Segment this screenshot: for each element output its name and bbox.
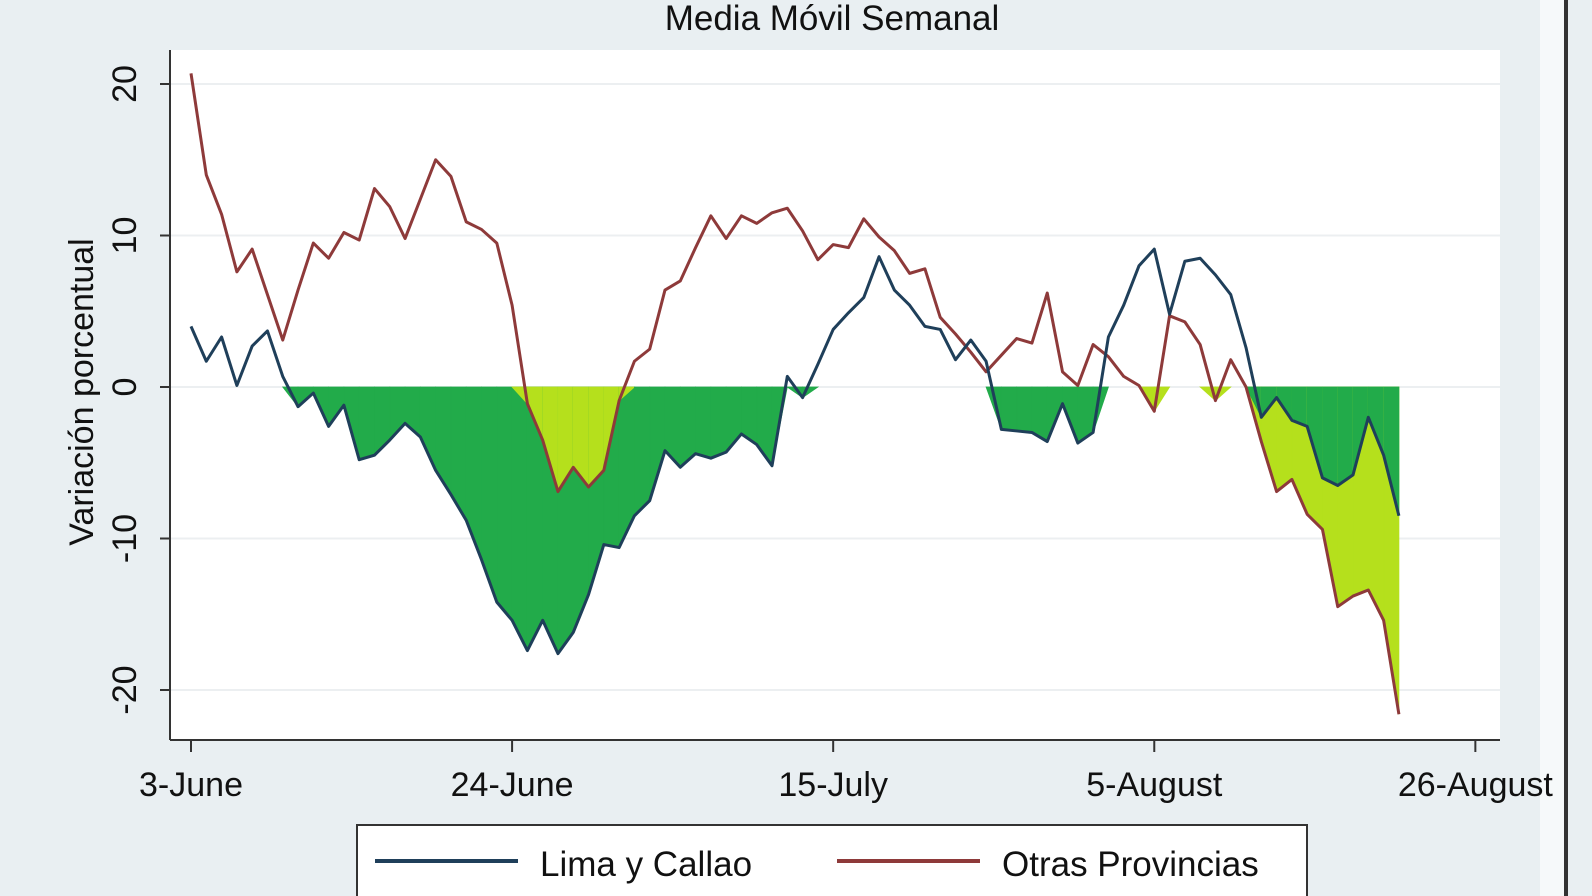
fill-lima-segment <box>358 386 375 461</box>
y-tick-label: 20 <box>106 65 144 103</box>
x-ticks: 3-June 24-June 15-July 5-August 26-August <box>139 740 1553 804</box>
fill-lima-segment <box>1016 386 1033 433</box>
x-tick-label: 15-July <box>778 766 888 804</box>
x-tick-label: 3-June <box>139 766 243 804</box>
right-edge-line <box>1564 0 1568 896</box>
fill-lima-segment <box>1322 386 1339 487</box>
legend: Lima y Callao Otras Provincias <box>356 824 1308 896</box>
fill-lima-segment <box>511 386 528 651</box>
fill-lima-segment <box>1337 386 1354 487</box>
x-tick-label: 26-August <box>1398 766 1554 804</box>
negative-fill-areas <box>281 386 1400 715</box>
fill-lima-segment <box>634 386 651 517</box>
series-line-otras-provincias <box>189 73 1401 715</box>
chart-title: Media Móvil Semanal <box>665 0 1000 38</box>
y-axis-label: Variación porcentual <box>63 238 101 545</box>
y-tick-label: -10 <box>106 514 144 563</box>
x-tick-label: 5-August <box>1086 766 1223 804</box>
x-tick-label: 24-June <box>451 766 574 804</box>
fill-lima-segment <box>695 386 712 459</box>
y-tick-label: 0 <box>106 378 144 397</box>
fill-lima-segment <box>710 386 727 459</box>
fill-lima-segment <box>1000 386 1018 432</box>
y-tick-label: 10 <box>106 217 144 255</box>
legend-label-lima: Lima y Callao <box>540 845 752 884</box>
series-line-lima-y-callao <box>189 247 1401 656</box>
y-ticks: -20 -10 0 10 20 <box>106 65 170 715</box>
fill-lima-segment <box>496 386 513 622</box>
right-margin-strip <box>1540 0 1564 896</box>
y-tick-label: -20 <box>106 665 144 714</box>
series-lines <box>189 73 1401 715</box>
legend-label-otras: Otras Provincias <box>1002 845 1259 884</box>
